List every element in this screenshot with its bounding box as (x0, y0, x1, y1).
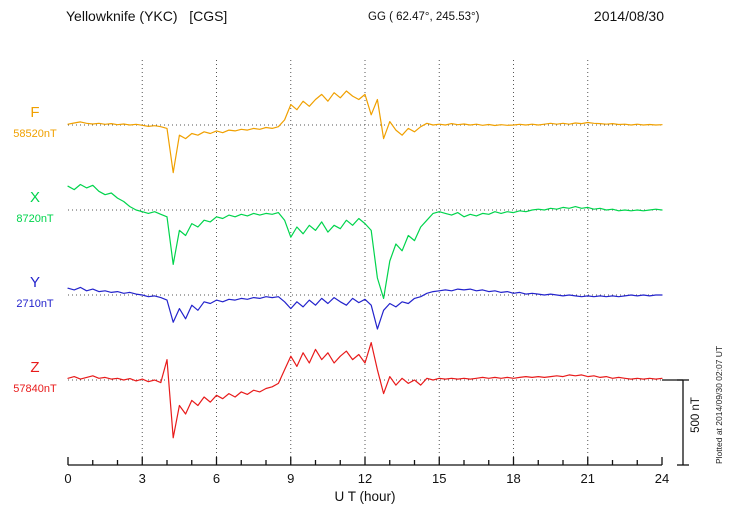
x-tick-label: 15 (432, 471, 446, 486)
x-tick-label: 6 (213, 471, 220, 486)
trace-label-f: F (30, 104, 40, 121)
trace-label-z: Z (30, 359, 40, 376)
date-label: 2014/08/30 (593, 8, 664, 24)
trace-label-y: Y (29, 274, 40, 291)
x-tick-label: 21 (581, 471, 595, 486)
trace-label-x: X (29, 189, 40, 206)
x-axis-label: U T (hour) (334, 489, 396, 504)
page-title: Yellowknife (YKC) [CGS] (66, 8, 228, 24)
x-tick-label: 24 (655, 471, 669, 486)
station-coordinates: GG ( 62.47°, 245.53°) (368, 11, 480, 23)
trace-z-line (67, 342, 663, 439)
trace-f-line (67, 90, 663, 174)
x-tick-label: 12 (358, 471, 372, 486)
trace-baseline-f: 58520nT (13, 128, 57, 140)
x-tick-label: 9 (287, 471, 294, 486)
x-tick-label: 0 (64, 471, 71, 486)
trace-baseline-y: 2710nT (16, 298, 54, 310)
trace-baseline-x: 8720nT (16, 213, 54, 225)
x-tick-label: 3 (139, 471, 146, 486)
trace-y-line (67, 286, 663, 330)
plotted-at-note: Plotted at 2014/09/30 02:07 UT (714, 345, 724, 464)
scale-bar-label: 500 nT (690, 397, 702, 433)
trace-baseline-z: 57840nT (13, 383, 57, 395)
trace-x-line (67, 183, 663, 299)
x-tick-label: 18 (506, 471, 520, 486)
